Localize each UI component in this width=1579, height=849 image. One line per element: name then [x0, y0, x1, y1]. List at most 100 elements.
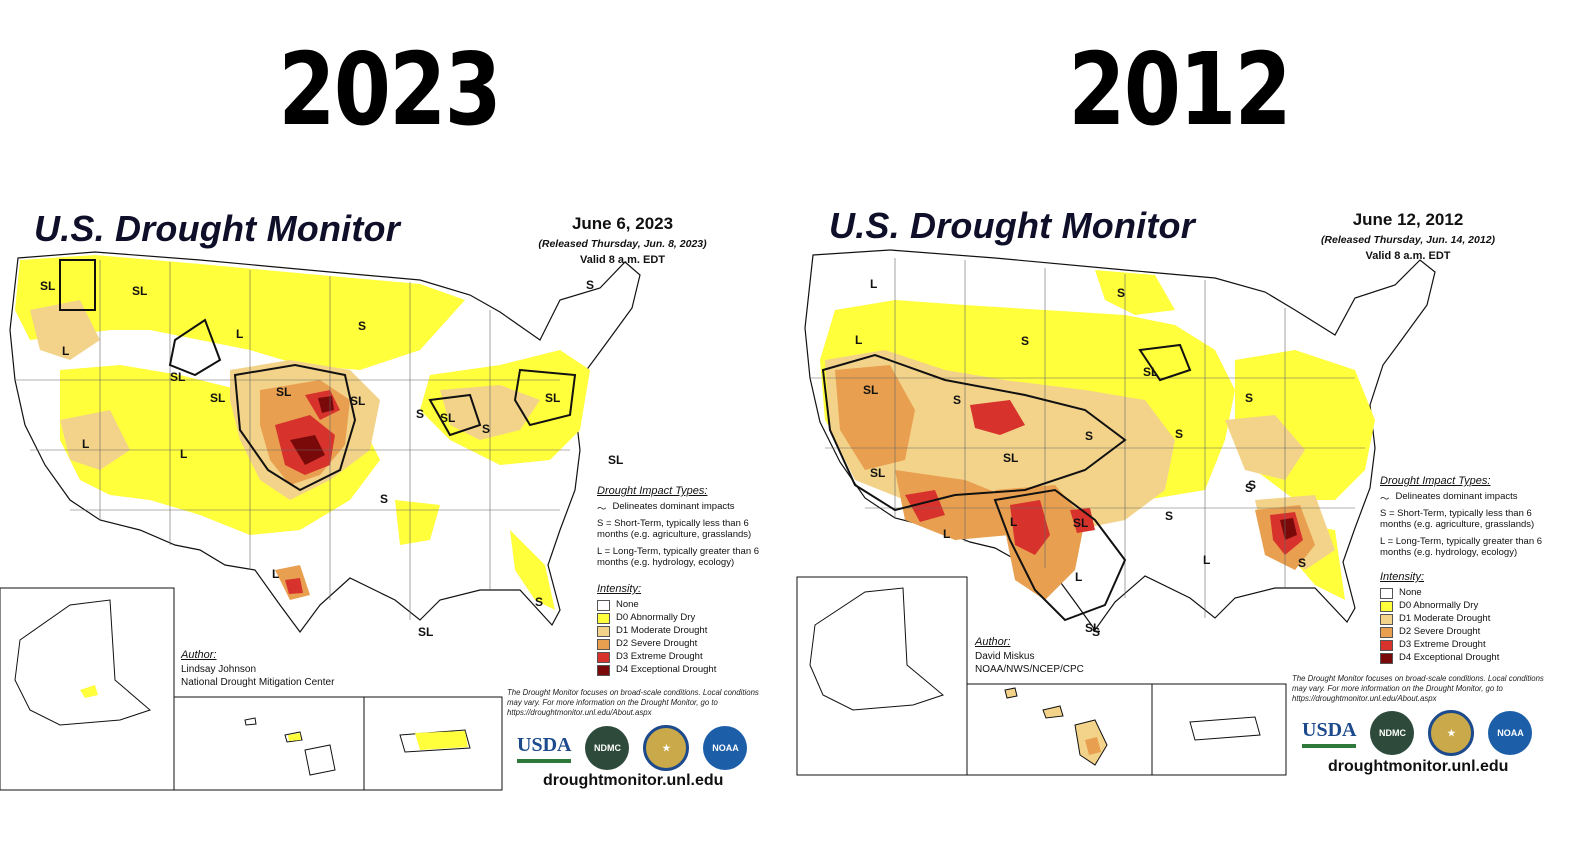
noaa-logo: NOAA: [703, 726, 748, 770]
impact-label: SL: [350, 394, 365, 408]
year-heading-2012: 2012: [1068, 31, 1291, 148]
impact-label: S: [482, 422, 490, 436]
intensity-header: Intensity:: [1380, 571, 1425, 583]
impact-label: L: [1203, 553, 1210, 567]
agency-logos: USDA NDMC ★ NOAA: [517, 725, 748, 771]
usda-logo: USDA: [517, 734, 572, 763]
long-term-text: L = Long-Term, typically greater than 6 …: [597, 545, 760, 569]
year-heading-2023: 2023: [278, 31, 501, 148]
impact-label: S: [1085, 429, 1093, 443]
impact-label: L: [272, 567, 279, 581]
impact-label: SL: [1073, 516, 1088, 530]
alaska-shape: [14, 599, 151, 726]
impact-label: S: [953, 393, 961, 407]
alaska-d0: [80, 685, 98, 698]
impact-label: S: [1245, 481, 1253, 495]
impact-label: S: [1298, 556, 1306, 570]
puerto-rico-shape: [1189, 716, 1261, 741]
impact-label: L: [62, 344, 69, 358]
impact-label: S: [1165, 509, 1173, 523]
impact-label: SL: [170, 370, 185, 384]
legend-d0: D0 Abnormally Dry: [1380, 600, 1560, 612]
author-name: David Miskus: [975, 650, 1035, 662]
hawaii-inset: [173, 696, 365, 791]
impact-label: SL: [863, 383, 878, 397]
impact-label: L: [1075, 570, 1082, 584]
impact-label: S: [535, 595, 543, 609]
short-term-text: S = Short-Term, typically less than 6 mo…: [1380, 508, 1535, 531]
us-drought-map: L S L S SL S SL S S SL S S L SL S L SL S…: [796, 249, 1436, 776]
short-term-text: S = Short-Term, typically less than 6 mo…: [597, 518, 752, 541]
impact-label: S: [416, 407, 424, 421]
author-name: Lindsay Johnson: [181, 663, 257, 675]
impact-label: S: [1248, 478, 1256, 492]
legend-d1: D1 Moderate Drought: [597, 625, 777, 637]
impact-label: S: [1092, 625, 1100, 639]
impact-label: SL: [40, 279, 55, 293]
legend-d1: D1 Moderate Drought: [1380, 613, 1560, 625]
impact-label: SL: [210, 391, 225, 405]
legend-d0: D0 Abnormally Dry: [597, 612, 777, 624]
hawaii-inset: [966, 683, 1153, 776]
legend-d3: D3 Extreme Drought: [597, 651, 777, 663]
date-block: June 6, 2023 (Released Thursday, Jun. 8,…: [520, 214, 725, 266]
hawaii-shape: [1004, 687, 1108, 766]
d3-areas: [905, 400, 1303, 555]
legend-d4: D4 Exceptional Drought: [1380, 652, 1560, 664]
impact-header: Drought Impact Types:: [597, 485, 708, 497]
delineates-text: Delineates dominant impacts: [1395, 491, 1518, 502]
ndmc-logo: NDMC: [585, 726, 630, 770]
impact-label: S: [1117, 286, 1125, 300]
commerce-seal-icon: ★: [643, 725, 690, 771]
impact-label: L: [943, 527, 950, 541]
hawaii-shape: [244, 717, 336, 776]
map-date: June 6, 2023: [571, 214, 674, 233]
impact-boundaries: [59, 259, 577, 492]
d4-areas: [1280, 518, 1297, 540]
author-org: National Drought Mitigation Center: [181, 677, 335, 689]
legend-impact: Drought Impact Types: 〜 Delineates domina…: [597, 485, 777, 574]
impact-label: S: [1175, 427, 1183, 441]
impact-label: SL: [1085, 621, 1100, 635]
valid-time: Valid 8 a.m. EDT: [1365, 250, 1451, 262]
drought-map-panel-2023: U.S. Drought Monitor June 6, 2023 (Relea…: [0, 200, 775, 800]
impact-label: SL: [418, 625, 433, 639]
usda-logo: USDA: [1302, 719, 1357, 748]
intensity-header: Intensity:: [597, 583, 642, 595]
impact-label: SL: [440, 411, 455, 425]
delineates-text: Delineates dominant impacts: [612, 501, 735, 512]
legend-none: None: [597, 599, 777, 611]
release-date: (Released Thursday, Jun. 8, 2023): [538, 238, 707, 250]
impact-label: L: [82, 437, 89, 451]
impact-label: L: [855, 333, 862, 347]
site-url[interactable]: droughtmonitor.unl.edu: [543, 772, 724, 789]
site-url[interactable]: droughtmonitor.unl.edu: [1328, 758, 1509, 775]
legend-d2: D2 Severe Drought: [1380, 626, 1560, 638]
footnote: The Drought Monitor focuses on broad-sca…: [1292, 674, 1544, 704]
ndmc-logo: NDMC: [1370, 711, 1415, 755]
alaska-shape: [809, 587, 945, 711]
delineates-row: 〜 Delineates dominant impacts: [1380, 491, 1560, 505]
impact-label: SL: [276, 385, 291, 399]
impact-label: S: [1021, 334, 1029, 348]
impact-label: L: [236, 327, 243, 341]
impact-label: SL: [1143, 365, 1158, 379]
release-date: (Released Thursday, Jun. 14, 2012): [1320, 234, 1496, 246]
legend-impact: Drought Impact Types: 〜 Delineates domina…: [1380, 475, 1560, 564]
author-label: Author:: [975, 636, 1011, 648]
impact-label: SL: [870, 466, 885, 480]
footnote: The Drought Monitor focuses on broad-sca…: [507, 688, 759, 718]
drought-map-panel-2012: U.S. Drought Monitor June 12, 2012 (Rele…: [795, 200, 1565, 790]
legend-none: None: [1380, 587, 1560, 599]
impact-boundaries: [821, 343, 1192, 622]
author-org: NOAA/NWS/NCEP/CPC: [975, 664, 1084, 676]
impact-label: SL: [608, 453, 623, 467]
legend-intensity: Intensity: None D0 Abnormally Dry D1 Mod…: [597, 583, 777, 677]
impact-label: S: [586, 278, 594, 292]
impact-label: S: [358, 319, 366, 333]
impact-label: SL: [1003, 451, 1018, 465]
impact-label: SL: [545, 391, 560, 405]
date-block: June 12, 2012 (Released Thursday, Jun. 1…: [1303, 210, 1513, 262]
agency-logos: USDA NDMC ★ NOAA: [1302, 710, 1533, 756]
commerce-seal-icon: ★: [1428, 710, 1475, 756]
